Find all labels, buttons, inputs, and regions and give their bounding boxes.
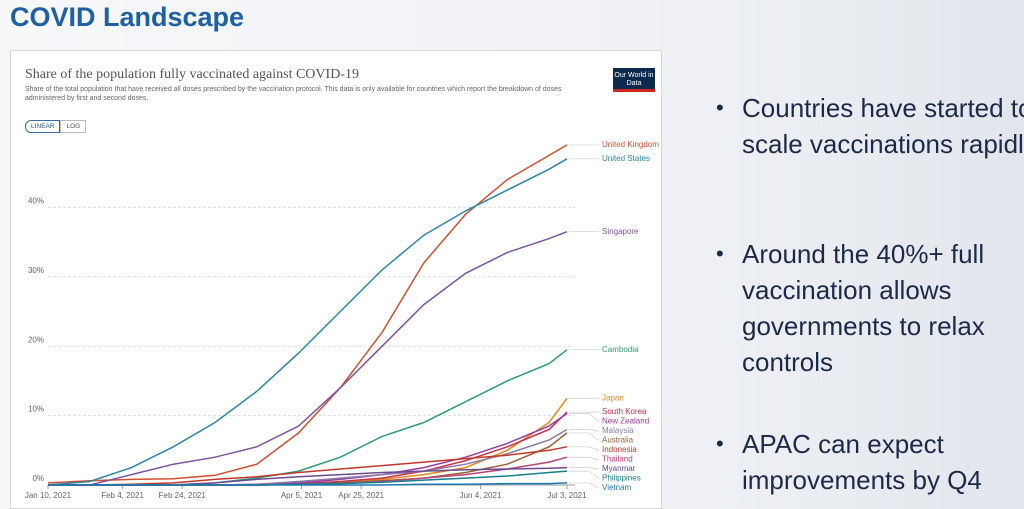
y-tick-label: 40%	[28, 197, 44, 206]
legend-label: Singapore	[602, 227, 639, 236]
series-line	[48, 231, 568, 486]
scale-toggle: LINEAR LOG	[25, 120, 87, 133]
y-tick-label: 0%	[32, 474, 44, 483]
x-tick-label: Jul 3, 2021	[547, 491, 587, 500]
legend-label: New Zealand	[602, 417, 649, 426]
legend-connector	[569, 470, 600, 479]
legend-label: Australia	[602, 436, 634, 445]
legend-label: Japan	[602, 393, 624, 402]
legend-label: Malaysia	[602, 426, 634, 435]
legend-label: Thailand	[602, 455, 633, 464]
chart-title: Share of the population fully vaccinated…	[25, 67, 359, 82]
legend-connector	[569, 429, 600, 432]
y-tick-label: 30%	[28, 266, 44, 275]
y-tick-label: 10%	[28, 405, 44, 414]
series-line	[47, 158, 568, 486]
legend-connector	[569, 446, 600, 451]
legend-label: South Korea	[602, 407, 647, 416]
x-tick-label: Apr 5, 2021	[281, 491, 323, 500]
legend-label: United Kingdom	[602, 140, 659, 149]
source-logo: Our World in Data	[613, 68, 655, 92]
legend-label: Myanmar	[602, 464, 636, 473]
bullet: Around the 40%+ full vaccination allows …	[716, 236, 1024, 380]
legend-label: Cambodia	[602, 345, 639, 354]
chart-card: 0% 10% 20% 30% 40% Jan 10, 2021 Feb 4, 2021 Feb…	[10, 50, 662, 509]
chart-subtitle: Share of the total population that have …	[25, 86, 562, 102]
bullet: APAC can expect improvements by Q4	[716, 426, 1024, 498]
legend-connector	[569, 432, 600, 441]
x-tick-label: Apr 25, 2021	[338, 491, 384, 500]
y-tick-label: 20%	[28, 335, 44, 344]
chart: 0% 10% 20% 30% 40% Jan 10, 2021 Feb 4, 2021 Feb…	[25, 140, 659, 500]
legend-connector	[569, 413, 600, 422]
x-tick-label: Jan 10, 2021	[25, 491, 72, 500]
slide-title: COVID Landscape	[10, 2, 245, 32]
legend-label: Philippines	[602, 474, 641, 483]
legend-connector	[569, 482, 600, 489]
legend-label: Vietnam	[602, 483, 632, 492]
legend-label: United States	[602, 154, 650, 163]
x-tick-label: Feb 24, 2021	[159, 491, 207, 500]
series-line	[47, 144, 568, 484]
series-line	[48, 446, 568, 486]
legend-connector	[569, 456, 600, 460]
scale-button[interactable]: LOG	[60, 120, 87, 133]
series-line	[48, 482, 568, 486]
bullet: Countries have started to scale vaccinat…	[716, 90, 1024, 162]
scale-button[interactable]: LINEAR	[25, 120, 61, 133]
legend-connector	[569, 467, 600, 470]
x-tick-label: Feb 4, 2021	[101, 491, 144, 500]
legend-label: Indonesia	[602, 445, 637, 454]
x-tick-label: Jun 4, 2021	[460, 491, 502, 500]
